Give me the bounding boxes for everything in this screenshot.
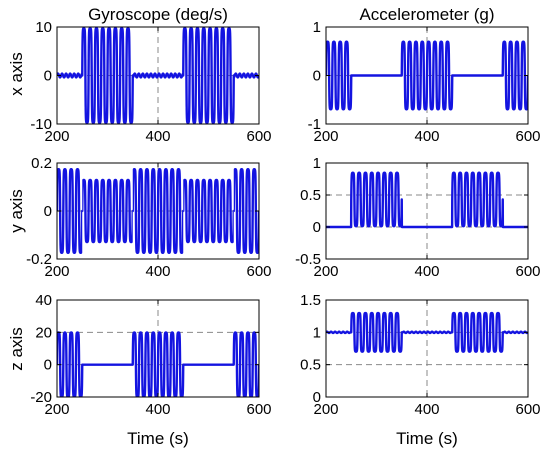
series-line-gyroscope-y-1 <box>57 178 259 244</box>
series-line-accelerometer-y-0 <box>326 171 528 229</box>
panel-accelerometer-z: 200 400 600 0 0.5 1 1.5 <box>300 292 540 418</box>
x-tick-label: 600 <box>246 401 271 418</box>
panel-accelerometer-y: 200 400 600 -0.5 0 0.5 1 <box>295 155 540 280</box>
series-line-gyroscope-x-0 <box>57 27 259 124</box>
x-tick-label: 200 <box>313 128 338 145</box>
panel-accelerometer-x: 200 400 600 -1 0 1 <box>308 19 541 145</box>
row-label-z-axis: z axis <box>7 327 26 370</box>
y-tick-label: -10 <box>30 116 52 133</box>
x-tick-label: 600 <box>515 128 540 145</box>
panel-gyroscope-x: 200 400 600 -10 0 10 <box>30 19 271 145</box>
y-tick-label: 0 <box>313 68 321 85</box>
x-tick-label: 600 <box>246 263 271 280</box>
y-tick-label: 20 <box>35 324 52 341</box>
x-tick-label: 600 <box>515 401 540 418</box>
x-axis-label-gyroscope: Time (s) <box>127 429 189 448</box>
x-tick-label: 200 <box>44 263 69 280</box>
y-tick-label: 1 <box>313 324 321 341</box>
y-tick-label: 1 <box>313 19 321 36</box>
series-line-gyroscope-z-0 <box>57 331 259 397</box>
y-tick-label: 40 <box>35 292 52 309</box>
y-tick-label: 0 <box>44 68 52 85</box>
x-tick-label: 600 <box>515 263 540 280</box>
y-tick-label: 0.5 <box>300 357 321 374</box>
panel-gyroscope-z: 200 400 600 -20 0 20 40 <box>30 292 271 418</box>
row-label-x-axis: x axis <box>7 52 26 95</box>
x-tick-label: 400 <box>414 263 439 280</box>
y-tick-label: 0 <box>313 219 321 236</box>
x-tick-label: 200 <box>44 401 69 418</box>
x-tick-label: 400 <box>145 401 170 418</box>
y-tick-label: -0.2 <box>26 251 52 268</box>
series-line-accelerometer-z-0 <box>326 311 528 353</box>
gyroscope-column-title: Gyroscope (deg/s) <box>88 5 228 24</box>
y-tick-label: 0.5 <box>300 187 321 204</box>
x-axis-label-accelerometer: Time (s) <box>396 429 458 448</box>
y-tick-label: -20 <box>30 389 52 406</box>
series-line-accelerometer-x-0 <box>326 40 528 111</box>
y-tick-label: -0.5 <box>295 251 321 268</box>
x-tick-label: 400 <box>414 128 439 145</box>
x-tick-label: 400 <box>145 263 170 280</box>
x-tick-label: 200 <box>313 263 338 280</box>
accelerometer-column-title: Accelerometer (g) <box>359 5 494 24</box>
x-tick-label: 400 <box>145 128 170 145</box>
y-tick-label: 0 <box>44 357 52 374</box>
x-tick-label: 600 <box>246 128 271 145</box>
x-tick-label: 200 <box>44 128 69 145</box>
row-label-y-axis: y axis <box>7 189 26 232</box>
y-tick-label: 0.2 <box>31 155 52 172</box>
y-tick-label: 0 <box>44 203 52 220</box>
x-tick-label: 200 <box>313 401 338 418</box>
y-tick-label: -1 <box>308 116 321 133</box>
x-tick-label: 400 <box>414 401 439 418</box>
y-tick-label: 1.5 <box>300 292 321 309</box>
y-tick-label: 0 <box>313 389 321 406</box>
y-tick-label: 1 <box>313 155 321 172</box>
y-tick-label: 10 <box>35 19 52 36</box>
panel-gyroscope-y: 200 400 600 -0.2 0 0.2 <box>26 155 271 280</box>
